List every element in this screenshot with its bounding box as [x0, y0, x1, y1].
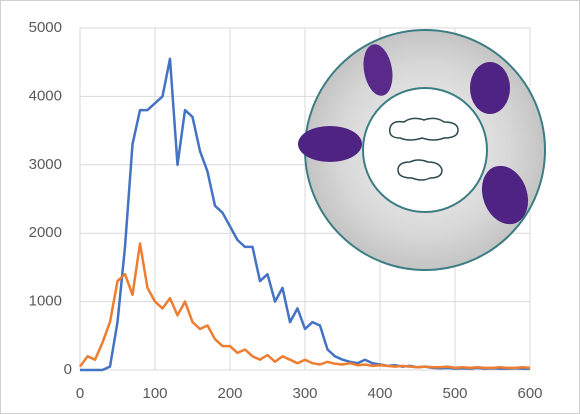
- y-tick-label: 5000: [29, 19, 62, 36]
- x-tick-label: 0: [76, 385, 84, 402]
- blob: [481, 165, 529, 225]
- cloud: [397, 159, 443, 181]
- inset-image: [298, 29, 546, 271]
- y-tick-label: 2000: [29, 224, 62, 241]
- y-tick-label: 1000: [29, 293, 62, 310]
- blob: [363, 44, 393, 96]
- blob: [298, 126, 362, 162]
- y-tick-label: 4000: [29, 87, 62, 104]
- plot-area: 0 1000 2000 3000 4000 5000 0 100 200 300 400 500 600: [29, 19, 543, 402]
- blob: [470, 62, 510, 114]
- x-tick-label: 500: [442, 385, 467, 402]
- x-tick-label: 200: [217, 385, 242, 402]
- x-tick-label: 100: [142, 385, 167, 402]
- x-tick-label: 300: [292, 385, 317, 402]
- y-tick-label: 3000: [29, 156, 62, 173]
- cloud: [388, 117, 459, 141]
- x-tick-label: 600: [517, 385, 542, 402]
- series-line: [78, 242, 531, 370]
- y-tick-label: 0: [64, 361, 72, 378]
- x-tick-label: 400: [367, 385, 392, 402]
- ring-inner: [362, 87, 488, 213]
